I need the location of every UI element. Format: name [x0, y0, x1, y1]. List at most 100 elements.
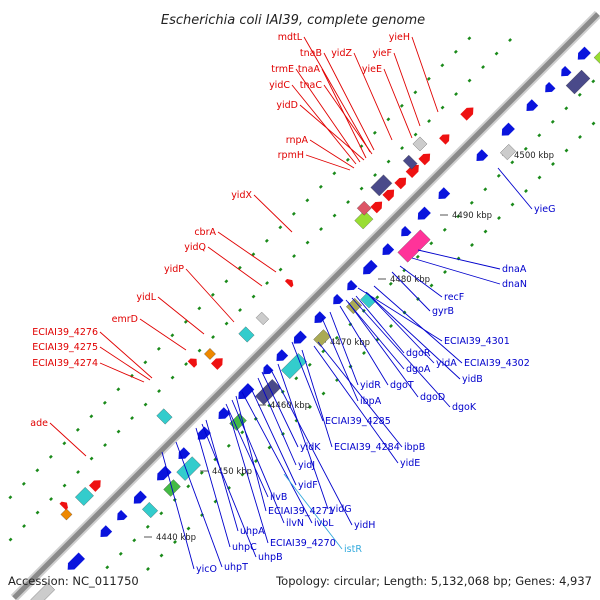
cds-dot: [156, 346, 161, 351]
cds-dot: [105, 565, 110, 570]
forward-gene: [460, 107, 474, 121]
forward-gene: [405, 164, 419, 178]
forward-gene-label: ECIAI39_4276: [32, 327, 98, 338]
reverse-gene-label: ilvN: [286, 518, 304, 529]
reverse-gene: [545, 82, 556, 93]
forward-gene-label: tnaC: [300, 80, 323, 91]
forward-gene-label: yidX: [231, 190, 252, 201]
reverse-gene-label: dgoD: [420, 392, 445, 403]
leader-line: [351, 297, 451, 408]
orange-feature: [60, 508, 73, 521]
reverse-gene: [314, 311, 327, 323]
cds-dot: [183, 319, 188, 324]
leader-line: [283, 473, 343, 550]
leader-line: [157, 296, 205, 335]
cds-dot: [400, 146, 405, 151]
forward-gene-label: tnaB: [300, 48, 322, 59]
cds-dot: [62, 441, 67, 446]
cyan-feature: [156, 408, 173, 425]
cds-dot: [388, 281, 393, 286]
cds-dot: [173, 540, 177, 544]
leader-line: [291, 84, 357, 165]
cds-dot: [440, 63, 445, 68]
purple-feature: [370, 174, 393, 197]
cds-dot: [564, 148, 569, 153]
cds-dot: [496, 173, 501, 178]
leader-line: [295, 68, 361, 163]
reverse-gene-label: yicO: [196, 564, 217, 575]
reverse-gene-label: ECIAI39_4270: [270, 538, 336, 549]
reverse-gene: [276, 349, 289, 361]
leader-line: [235, 395, 267, 512]
cds-dot: [442, 227, 447, 232]
reverse-gene-label: dgoR: [406, 348, 431, 359]
cds-dot: [143, 402, 148, 407]
cds-dot: [332, 171, 337, 176]
leader-line: [345, 299, 405, 370]
reverse-gene: [293, 330, 307, 344]
cds-dot: [159, 553, 164, 558]
reverse-gene-label: ECIAI39_4302: [464, 358, 530, 369]
reverse-gene-label: dgoA: [406, 364, 431, 375]
cds-dot: [199, 470, 204, 475]
reverse-gene-label: ECIAI39_4301: [444, 336, 510, 347]
reverse-gene-label: yieG: [534, 204, 555, 215]
cds-dot: [483, 187, 488, 192]
tick-label: 4490 kbp: [452, 211, 492, 221]
reverse-gene: [197, 426, 211, 440]
forward-gene-label: emrD: [112, 314, 138, 325]
leader-line: [99, 331, 153, 379]
cds-dot: [238, 308, 243, 313]
cds-dot: [375, 295, 380, 300]
reverse-gene: [526, 99, 539, 111]
cyan-feature: [238, 326, 255, 343]
cds-dot: [469, 200, 474, 205]
grey-feature: [255, 311, 270, 326]
cds-dot: [159, 511, 164, 516]
cds-dot: [35, 468, 40, 473]
reverse-gene-label: uhpB: [258, 552, 283, 563]
tick-label: 4470 kbp: [330, 338, 370, 348]
cds-dot: [413, 132, 418, 137]
cds-dot: [118, 551, 123, 556]
reverse-gene: [157, 465, 172, 481]
gene-labels: mdtL tnaB yidZ yieH yieF yieE trmE tnaA tnaC yidC…: [30, 32, 555, 575]
cds-dot-tracks: [8, 36, 596, 571]
forward-gene: [187, 358, 197, 368]
cds-dot: [278, 267, 283, 272]
leader-line: [185, 268, 235, 323]
cds-dot: [22, 524, 27, 529]
cds-dot: [415, 254, 420, 259]
reverse-gene: [417, 206, 431, 220]
cds-dot: [429, 283, 434, 288]
leader-line: [417, 249, 501, 270]
cds-dot: [294, 376, 299, 381]
reverse-gene-label: yidF: [298, 480, 318, 491]
cds-dot: [116, 387, 121, 392]
gene-features: [30, 41, 600, 600]
reverse-gene-label: ibpB: [404, 442, 425, 453]
tick-label: 4450 kbp: [212, 467, 252, 477]
map-title: Escherichia coli IAI39, complete genome: [161, 13, 425, 28]
cds-dot: [483, 229, 488, 234]
forward-gene-label: yidC: [269, 80, 290, 91]
cyan-feature: [142, 502, 159, 519]
reverse-gene-label: dgoK: [452, 402, 477, 413]
cds-dot: [319, 227, 324, 232]
reverse-gene-label: dnaN: [502, 279, 527, 290]
reverse-gene-label: yidE: [400, 458, 420, 469]
green-feature: [354, 210, 374, 230]
cds-dot: [456, 214, 461, 219]
grey-feature: [30, 582, 55, 600]
rna-gene-label: istR: [344, 544, 362, 555]
reverse-gene: [438, 187, 451, 199]
leader-line: [99, 362, 145, 383]
cds-dot: [481, 65, 486, 70]
cds-dot: [278, 225, 283, 230]
forward-gene-label: yidZ: [331, 48, 352, 59]
green-feature: [593, 41, 600, 67]
cds-dot: [470, 243, 474, 247]
leader-line: [225, 403, 269, 498]
forward-gene-label: yieE: [362, 64, 382, 75]
